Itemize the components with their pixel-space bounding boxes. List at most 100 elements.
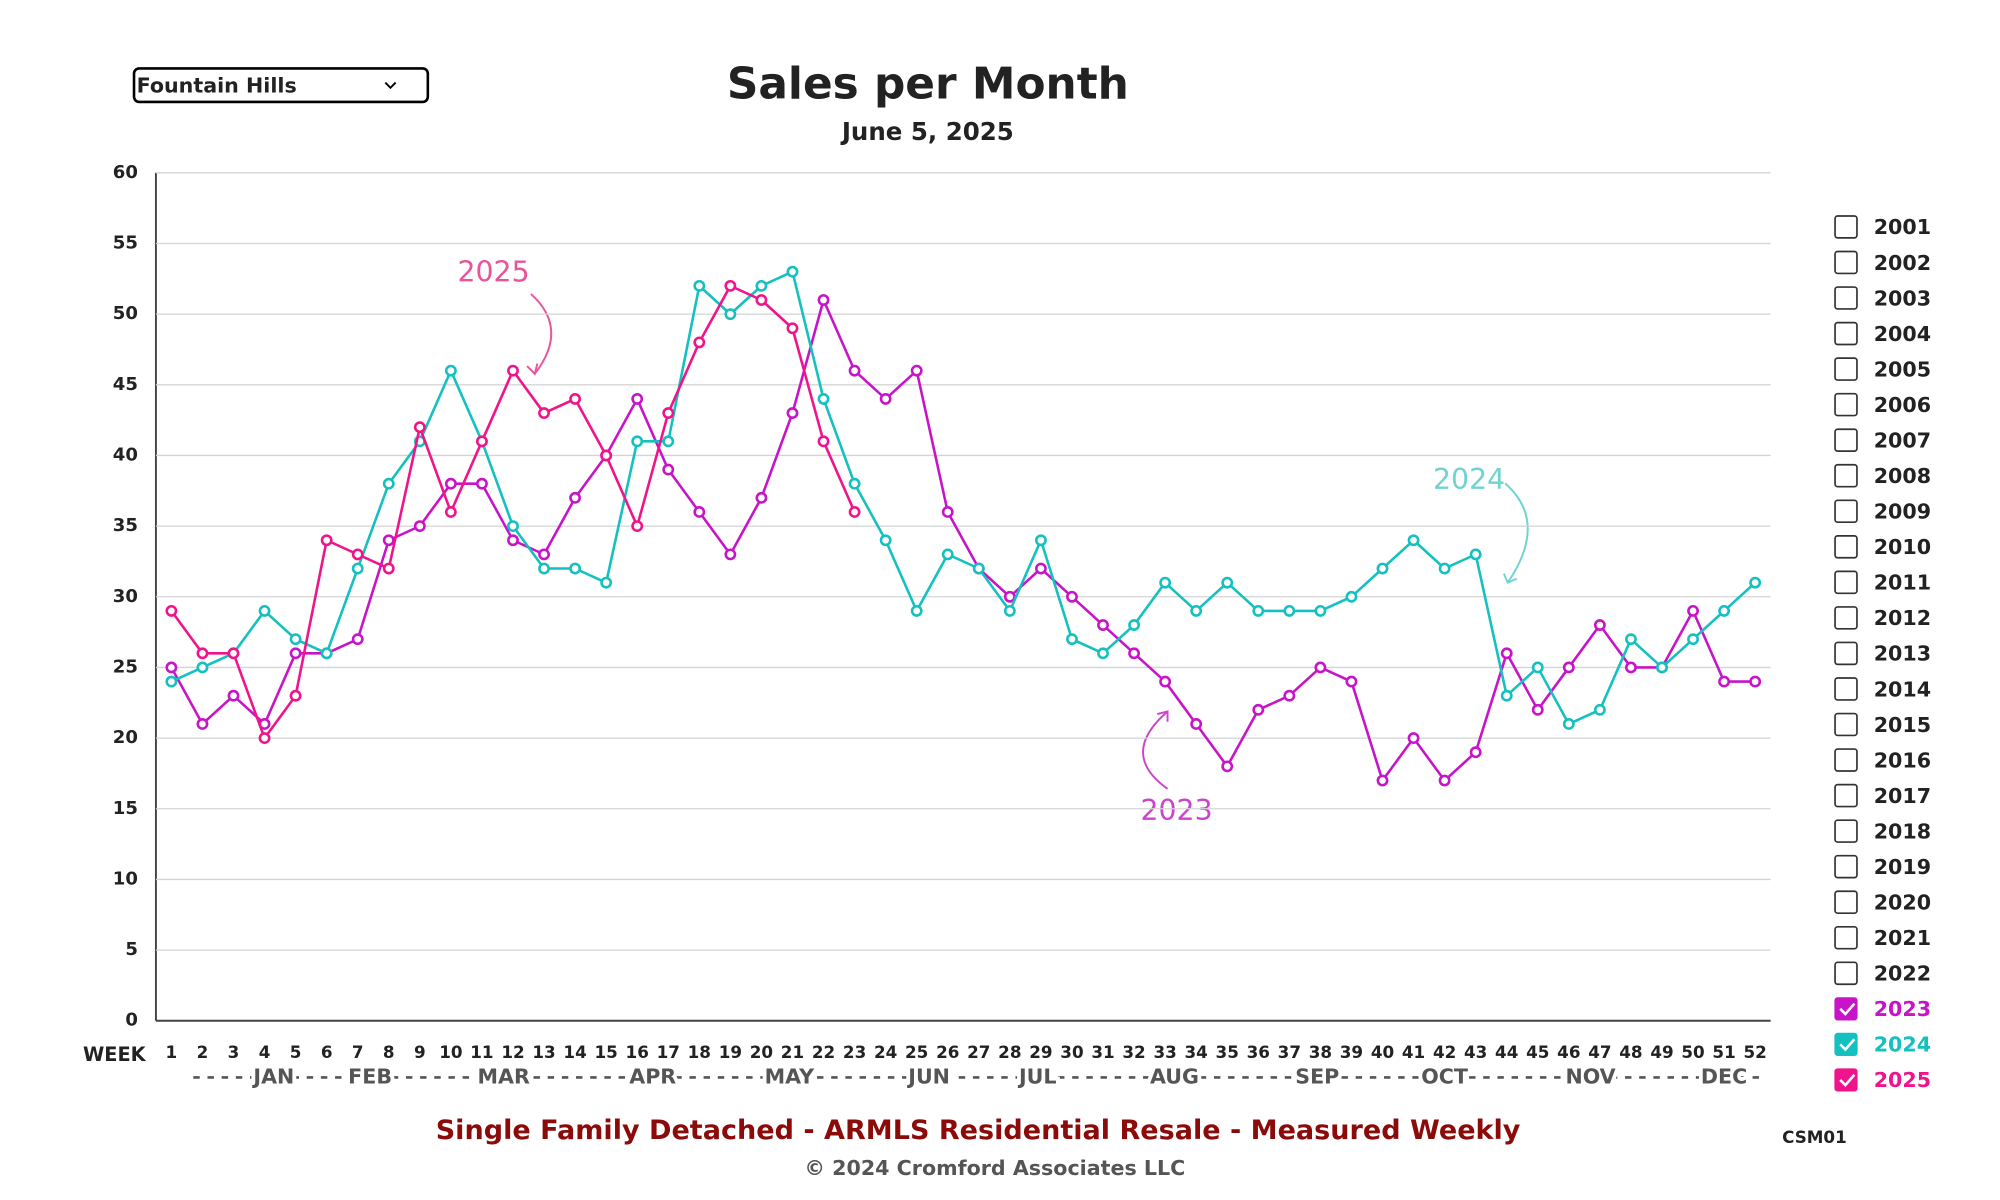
legend-checkbox[interactable] — [1834, 286, 1858, 310]
data-point — [1221, 760, 1234, 773]
legend-checkbox[interactable] — [1834, 535, 1858, 559]
data-point — [1625, 633, 1637, 646]
data-point — [413, 520, 426, 533]
data-point — [910, 364, 923, 377]
legend-checkbox[interactable] — [1834, 570, 1858, 595]
data-point — [1531, 703, 1544, 716]
data-point — [848, 477, 861, 490]
legend-checkbox[interactable] — [1834, 748, 1858, 772]
x-tick-label: 24 — [874, 1042, 897, 1062]
legend-checkbox[interactable] — [1834, 215, 1858, 239]
legend-checkbox[interactable] — [1834, 250, 1858, 275]
month-label: MAY — [765, 1064, 815, 1088]
x-tick-label: 41 — [1402, 1042, 1425, 1062]
x-tick-label: 10 — [439, 1042, 462, 1062]
legend-checkbox[interactable] — [1834, 321, 1858, 346]
data-point — [1438, 562, 1451, 575]
x-tick-label: 21 — [781, 1042, 804, 1062]
data-point — [538, 548, 550, 561]
legend-checkbox[interactable] — [1834, 783, 1858, 808]
dropdown[interactable] — [132, 67, 430, 104]
legend-checkbox[interactable] — [1834, 997, 1858, 1021]
data-point — [724, 548, 737, 561]
data-point — [444, 506, 457, 518]
data-point — [258, 732, 271, 745]
legend-checkbox[interactable] — [1834, 1068, 1858, 1092]
data-point — [1128, 619, 1140, 631]
legend-checkbox[interactable] — [1834, 961, 1858, 986]
legend-checkbox[interactable] — [1834, 428, 1858, 452]
legend-checkbox[interactable] — [1834, 854, 1858, 879]
legend-checkbox[interactable] — [1834, 641, 1858, 666]
x-tick-label: 48 — [1619, 1042, 1642, 1062]
data-point — [1190, 718, 1203, 730]
legend-checkbox[interactable] — [1834, 606, 1858, 630]
y-tick-label: 30 — [113, 586, 138, 607]
legend-checkbox[interactable] — [1834, 1032, 1858, 1056]
month-label: JUN — [906, 1064, 950, 1088]
data-point — [1066, 590, 1078, 603]
data-point — [1593, 703, 1606, 716]
legend-checkbox[interactable] — [1834, 890, 1858, 915]
data-point — [1376, 562, 1389, 575]
data-point — [196, 647, 209, 660]
data-point — [600, 449, 613, 462]
data-point — [1656, 661, 1668, 674]
x-tick-label: 28 — [998, 1042, 1021, 1062]
legend-checkbox[interactable] — [1834, 392, 1858, 417]
y-tick-label: 0 — [125, 1010, 138, 1031]
data-point — [693, 336, 706, 349]
legend-checkbox[interactable] — [1834, 357, 1858, 381]
dropdown-text[interactable]: Fountain Hills — [137, 73, 297, 97]
data-point — [382, 562, 395, 575]
data-point — [1003, 590, 1016, 603]
arrowhead — [1156, 710, 1169, 722]
annotation: 2025 — [457, 255, 529, 288]
annotation: 2024 — [1433, 463, 1505, 496]
arrowhead — [1502, 573, 1518, 584]
x-tick-label: 22 — [812, 1042, 835, 1062]
legend-label: 2019 — [1874, 855, 1931, 879]
series-line — [170, 284, 856, 740]
data-point — [786, 265, 799, 278]
y-tick-label: 55 — [113, 232, 138, 253]
legend-checkbox[interactable] — [1834, 819, 1858, 843]
legend-label: 2018 — [1874, 819, 1931, 843]
legend-checkbox[interactable] — [1834, 677, 1858, 701]
x-tick-label: 26 — [936, 1042, 959, 1062]
legend-label: 2014 — [1874, 677, 1931, 701]
data-point — [693, 279, 706, 292]
legend-checkbox[interactable] — [1834, 463, 1858, 488]
x-tick-label: 51 — [1712, 1042, 1735, 1062]
data-point — [351, 548, 364, 561]
legend-checkbox[interactable] — [1834, 925, 1858, 950]
data-point — [817, 294, 830, 306]
data-point — [1469, 548, 1482, 561]
x-tick-label: 14 — [563, 1042, 586, 1062]
month-label: NOV — [1565, 1064, 1615, 1088]
legend-checkbox[interactable] — [1834, 499, 1858, 524]
x-tick-label: 52 — [1743, 1042, 1766, 1062]
x-tick-label: 23 — [843, 1042, 866, 1062]
legend-label: 2015 — [1874, 713, 1931, 737]
data-point — [1097, 619, 1109, 631]
legend-checkbox[interactable] — [1834, 712, 1858, 737]
data-point — [879, 534, 892, 547]
x-tick-label: 43 — [1464, 1042, 1487, 1062]
data-point — [786, 322, 799, 335]
data-point — [817, 435, 830, 448]
x-tick-label: 19 — [719, 1042, 742, 1062]
copyright: © 2024 Cromford Associates LLC — [804, 1156, 1185, 1180]
legend-label: 2013 — [1874, 642, 1931, 666]
y-tick-label: 50 — [113, 303, 138, 324]
data-point — [1562, 718, 1575, 730]
data-point — [1469, 746, 1482, 759]
x-tick-label: 39 — [1340, 1042, 1363, 1062]
x-tick-label: 49 — [1650, 1042, 1673, 1062]
legend-label: 2005 — [1874, 357, 1931, 381]
x-tick-label: 31 — [1091, 1042, 1114, 1062]
data-point — [1345, 590, 1358, 603]
x-tick-label: 27 — [967, 1042, 990, 1062]
data-point — [1097, 647, 1109, 660]
